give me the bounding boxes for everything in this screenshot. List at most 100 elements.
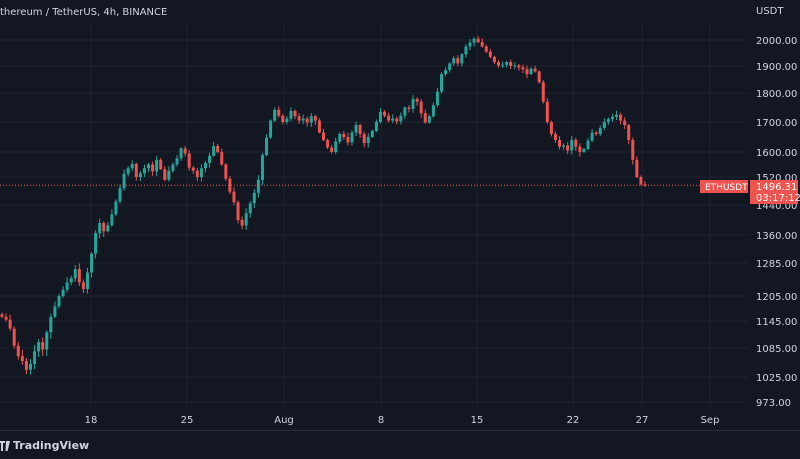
candle-body bbox=[558, 140, 562, 147]
candle-body bbox=[480, 42, 484, 47]
candle-body bbox=[224, 164, 228, 179]
last-price-tag bbox=[750, 180, 798, 204]
candle-body bbox=[187, 153, 191, 168]
candle-body bbox=[65, 282, 69, 290]
candle-body bbox=[574, 140, 578, 147]
tradingview-brand: TradingView bbox=[13, 438, 90, 452]
candle-body bbox=[69, 278, 73, 283]
y-tick-label: 2000.00 bbox=[756, 36, 797, 47]
time-axis[interactable]: 18 25 Aug 8 15 22 27 Sep bbox=[85, 415, 720, 426]
y-tick-label: 1145.00 bbox=[756, 317, 797, 328]
candle-body bbox=[342, 134, 346, 137]
candle-body bbox=[0, 314, 4, 317]
candle-body bbox=[476, 38, 480, 43]
candle-body bbox=[203, 162, 207, 169]
candle-body bbox=[378, 111, 382, 122]
candle-body bbox=[362, 134, 366, 143]
candle-body bbox=[106, 225, 110, 232]
y-tick-label: 1600.00 bbox=[756, 148, 797, 159]
candle-body bbox=[346, 137, 350, 143]
candle-body bbox=[20, 356, 24, 362]
candle-body bbox=[8, 319, 12, 329]
candle-body bbox=[175, 158, 179, 165]
candle-body bbox=[232, 191, 236, 203]
candle-body bbox=[395, 118, 399, 122]
last-price-symbol: ETHUSDT bbox=[705, 183, 748, 193]
x-tick-label: 8 bbox=[378, 415, 384, 426]
candle-body bbox=[505, 62, 509, 65]
candle-body bbox=[57, 296, 61, 307]
candle-body bbox=[460, 54, 464, 64]
x-tick-label: Sep bbox=[701, 415, 720, 426]
candle-body bbox=[208, 155, 212, 163]
candle-body bbox=[77, 269, 81, 283]
candle-body bbox=[448, 63, 452, 71]
y-tick-label: 1900.00 bbox=[756, 62, 797, 73]
last-price-symbol-tag bbox=[700, 180, 748, 193]
candle-body bbox=[562, 145, 566, 147]
candle-body bbox=[525, 69, 529, 75]
candle-body bbox=[4, 316, 8, 320]
candle-body bbox=[602, 122, 606, 128]
candle-body bbox=[142, 168, 146, 174]
y-tick-label: 1440.00 bbox=[756, 201, 797, 212]
candle-body bbox=[541, 82, 545, 102]
candle-body bbox=[513, 65, 517, 67]
candle-body bbox=[586, 140, 590, 149]
candle-body bbox=[199, 168, 203, 177]
candle-body bbox=[431, 105, 435, 117]
candle-body bbox=[138, 173, 142, 177]
candlestick-chart[interactable]: USDT 973.00 1025.00 1085.00 1145.00 1205.00 1… bbox=[0, 0, 800, 430]
candle-body bbox=[366, 137, 370, 143]
candle-body bbox=[326, 140, 330, 148]
candle-body bbox=[623, 120, 627, 125]
candle-body bbox=[28, 363, 32, 370]
candle-body bbox=[37, 342, 41, 352]
tradingview-icon bbox=[0, 441, 10, 451]
candle-body bbox=[118, 188, 122, 202]
candle-body bbox=[452, 58, 456, 64]
candle-body bbox=[468, 42, 472, 47]
candle-body bbox=[529, 68, 533, 75]
y-tick-label: 1085.00 bbox=[756, 344, 797, 355]
candle-body bbox=[635, 159, 639, 177]
candle-body bbox=[456, 58, 460, 64]
candle-body bbox=[293, 110, 297, 117]
candle-body bbox=[549, 122, 553, 134]
candle-body bbox=[440, 74, 444, 92]
candle-body bbox=[391, 118, 395, 121]
candle-body bbox=[126, 168, 130, 174]
candle-body bbox=[501, 64, 505, 66]
candle-body bbox=[191, 167, 195, 171]
candle-body bbox=[244, 213, 248, 226]
candle-body bbox=[358, 125, 362, 134]
x-tick-label: 25 bbox=[181, 415, 194, 426]
footer-bar: TradingView bbox=[0, 430, 800, 459]
candle-body bbox=[53, 306, 57, 317]
candle-body bbox=[582, 149, 586, 152]
candle-body bbox=[98, 223, 102, 234]
candle-body bbox=[387, 115, 391, 121]
candle-body bbox=[330, 147, 334, 152]
candle-body bbox=[265, 137, 269, 156]
price-axis-unit: USDT bbox=[756, 6, 784, 17]
candle-body bbox=[427, 116, 431, 123]
candle-body bbox=[484, 46, 488, 52]
candle-body bbox=[403, 107, 407, 116]
candle-body bbox=[415, 98, 419, 102]
candle-body bbox=[167, 170, 171, 180]
candle-body bbox=[195, 170, 199, 177]
candle-body bbox=[260, 155, 264, 180]
tradingview-logo[interactable]: TradingView bbox=[0, 437, 89, 453]
candle-body bbox=[134, 163, 138, 177]
price-axis[interactable]: USDT 973.00 1025.00 1085.00 1145.00 1205.00 1… bbox=[756, 6, 797, 409]
candle-body bbox=[566, 145, 570, 151]
symbol-legend[interactable]: thereum / TetherUS, 4h, BINANCE bbox=[0, 7, 167, 18]
candle-body bbox=[102, 223, 106, 232]
candle-body bbox=[273, 109, 277, 121]
candle-body bbox=[639, 177, 643, 185]
x-tick-label: 18 bbox=[85, 415, 98, 426]
y-tick-label: 973.00 bbox=[756, 398, 791, 409]
candle-body bbox=[370, 131, 374, 137]
candle-body bbox=[49, 316, 53, 333]
